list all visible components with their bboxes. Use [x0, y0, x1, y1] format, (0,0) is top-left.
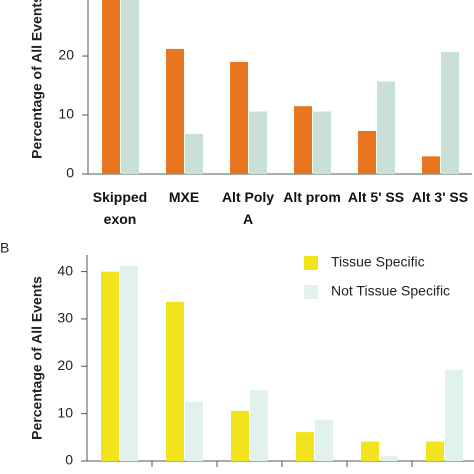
x-tick-label: Alt 3' SS [411, 189, 469, 205]
bar [296, 432, 314, 461]
x-tick-label: MXE [168, 189, 200, 205]
bar [426, 441, 444, 461]
bar [230, 61, 248, 174]
y-tick-label: 30 [57, 310, 73, 326]
bar [422, 156, 440, 174]
panel-label: B [0, 240, 9, 256]
bar [250, 389, 268, 461]
bar [249, 111, 267, 174]
legend-label: Tissue Specific [331, 254, 425, 270]
legend-swatch [304, 285, 318, 299]
bar [185, 401, 203, 461]
legend-label: Not Tissue Specific [331, 283, 450, 299]
x-tick-label: Alt prom [283, 189, 341, 205]
bar [380, 456, 398, 461]
y-tick-label: 0 [65, 452, 73, 468]
bar [166, 48, 184, 174]
bar [315, 419, 333, 461]
y-tick-label: 10 [58, 106, 74, 122]
bar [121, 0, 139, 174]
y-tick-label: 20 [58, 47, 74, 63]
bar [445, 370, 463, 461]
y-tick-label: 20 [57, 357, 73, 373]
y-tick-label: 10 [57, 404, 73, 420]
y-tick-label: 0 [66, 165, 74, 181]
bar [294, 106, 312, 174]
y-axis-label: Percentage of All Events [29, 0, 45, 159]
legend-swatch [304, 256, 318, 270]
bar [120, 265, 138, 461]
bar [377, 81, 395, 174]
x-tick-label: Skipped exon [92, 189, 148, 227]
x-tick-label: Alt Poly A [221, 189, 275, 227]
bar [185, 133, 203, 174]
bar [231, 410, 249, 461]
bar [101, 271, 119, 461]
bar [358, 130, 376, 174]
bar [441, 51, 459, 174]
bar [361, 441, 379, 461]
x-tick-label: Alt 5' SS [347, 189, 405, 205]
bar [313, 111, 331, 174]
y-tick-label: 40 [57, 262, 73, 278]
y-axis-label: Percentage of All Events [29, 276, 45, 440]
bar [102, 0, 120, 174]
bar [166, 301, 184, 461]
